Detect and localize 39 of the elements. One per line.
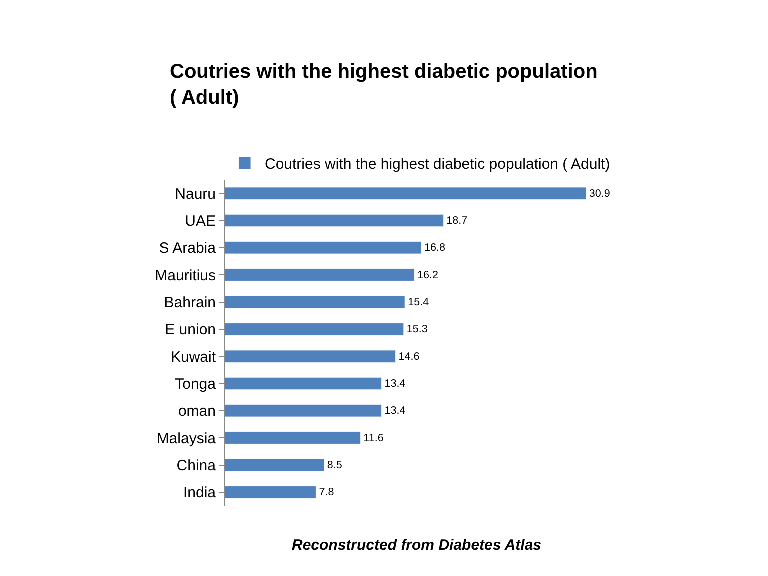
y-tick-label: S Arabia — [159, 240, 217, 258]
bar — [225, 458, 325, 472]
data-label: 15.3 — [406, 324, 428, 336]
y-tick-label: Malaysia — [156, 430, 217, 448]
bar — [225, 404, 382, 418]
y-tick-label: Nauru — [175, 186, 216, 203]
text: Reconstructed from Diabetes Atlas — [292, 537, 542, 554]
bar — [225, 350, 396, 363]
bar — [225, 323, 404, 336]
data-label: 16.2 — [417, 269, 438, 282]
y-tick-label: UAE — [185, 213, 216, 230]
y-tick-label: Tonga — [175, 376, 217, 393]
bar — [225, 214, 444, 228]
data-label: 13.4 — [384, 378, 406, 390]
data-label: 15.4 — [408, 296, 430, 308]
bar — [225, 187, 587, 200]
y-tick-label: Bahrain — [164, 294, 216, 312]
data-label: 14.6 — [398, 350, 420, 363]
bar — [225, 486, 316, 499]
y-tick-label: oman — [178, 403, 216, 420]
bar — [225, 377, 382, 390]
y-tick-label: E union — [165, 322, 216, 339]
legend-label: Coutries with the highest diabetic population ( Adult) — [265, 156, 610, 174]
y-tick-label: Mauritius — [155, 267, 216, 284]
data-label: 30.9 — [589, 188, 610, 200]
y-tick-label: China — [176, 458, 217, 474]
y-tick-label: Kuwait — [170, 348, 217, 366]
bar — [225, 296, 406, 309]
data-label: 11.6 — [364, 432, 384, 444]
data-label: 13.4 — [384, 405, 406, 418]
data-label: 7.8 — [319, 486, 334, 499]
chart-title: Coutries with the highest diabetic population ( Adult) — [170, 61, 598, 109]
data-label: 16.8 — [424, 242, 446, 254]
data-label: 8.5 — [327, 459, 342, 472]
bar — [225, 432, 361, 444]
bar — [225, 242, 422, 254]
data-label: 18.7 — [446, 214, 468, 227]
bar — [225, 268, 415, 282]
y-tick-label: India — [183, 484, 217, 502]
